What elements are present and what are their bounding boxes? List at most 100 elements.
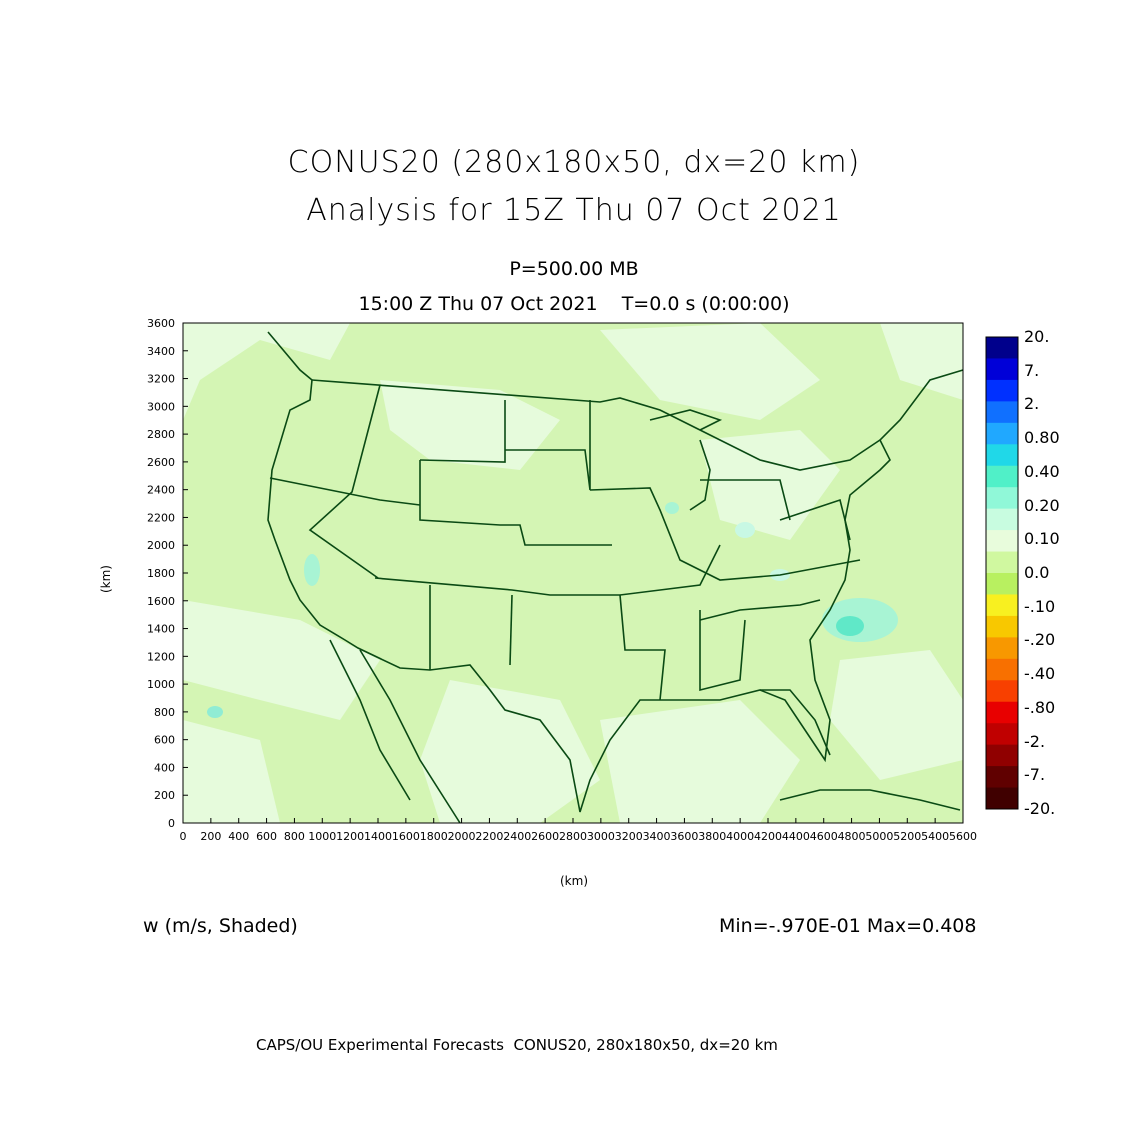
colorbar-label: -20. xyxy=(1024,799,1056,818)
florida-coast xyxy=(760,689,831,756)
field-updraft xyxy=(735,522,755,538)
state-line xyxy=(589,487,861,581)
colorbar-swatch xyxy=(986,744,1018,767)
pressure-level: P=500.00 MB xyxy=(509,258,639,280)
colorbar-label: 2. xyxy=(1024,394,1040,414)
x-tick-label: 3800 xyxy=(698,830,726,843)
x-tick-label: 800 xyxy=(284,830,305,843)
field-light-region xyxy=(183,600,380,720)
y-tick-label: 1600 xyxy=(147,595,175,608)
x-tick-label: 4200 xyxy=(754,830,782,843)
colorbar-label: -.80 xyxy=(1024,697,1056,717)
y-tick-label: 2200 xyxy=(147,511,175,524)
x-axis: 0 200 400 600 800 1000 1200 1400 1600 1800 2000 220… xyxy=(180,818,977,843)
colorbar-swatch xyxy=(986,530,1018,553)
y-tick-label: 2400 xyxy=(147,484,175,497)
colorbar-swatch xyxy=(986,787,1018,810)
field-light-region xyxy=(600,700,800,823)
min-max-label: Min=-.970E-01 Max=0.408 xyxy=(719,915,977,937)
state-line xyxy=(419,460,612,546)
colorbar-label: 0.80 xyxy=(1024,428,1060,448)
x-tick-label: 5400 xyxy=(921,830,949,843)
state-line xyxy=(505,400,591,491)
x-tick-label: 200 xyxy=(200,830,221,843)
x-tick-label: 1400 xyxy=(364,830,392,843)
colorbar-swatch xyxy=(986,358,1018,381)
x-tick-label: 3000 xyxy=(587,830,615,843)
x-tick-label: 0 xyxy=(180,830,187,843)
field-light-region xyxy=(600,323,820,420)
lake-michigan xyxy=(689,439,711,511)
state-line xyxy=(700,479,791,521)
field-light-region xyxy=(420,680,600,823)
x-tick-label: 4600 xyxy=(810,830,838,843)
colorbar-swatch xyxy=(986,551,1018,574)
x-tick-label: 2600 xyxy=(531,830,559,843)
colorbar-label: -2. xyxy=(1024,731,1046,751)
y-tick-label: 3400 xyxy=(147,345,175,358)
colorbar-swatch xyxy=(986,487,1018,510)
x-tick-label: 5000 xyxy=(865,830,893,843)
colorbar-swatch xyxy=(986,615,1018,638)
y-tick-label: 1200 xyxy=(147,650,175,663)
y-tick-label: 600 xyxy=(154,734,175,747)
y-tick-label: 2800 xyxy=(147,428,175,441)
colorbar-label: 0.40 xyxy=(1024,461,1060,481)
field-light-region xyxy=(380,380,560,470)
state-line xyxy=(699,610,746,692)
field-light-region xyxy=(830,650,963,780)
colorbar-label: 0.20 xyxy=(1024,495,1060,515)
field-light-region xyxy=(183,720,280,823)
variable-label: w (m/s, Shaded) xyxy=(143,915,298,937)
state-line xyxy=(269,477,421,506)
colorbar-swatch xyxy=(986,766,1018,789)
state-line xyxy=(509,594,513,666)
colorbar-swatch xyxy=(986,379,1018,402)
x-axis-label: (km) xyxy=(560,874,589,888)
x-tick-label: 2000 xyxy=(448,830,476,843)
state-line xyxy=(699,599,821,621)
colorbar-swatch xyxy=(986,573,1018,595)
cuba-coast xyxy=(779,789,961,811)
state-line xyxy=(419,400,506,463)
colorbar-label: -.40 xyxy=(1024,664,1056,684)
y-tick-label: 0 xyxy=(168,817,175,830)
state-line xyxy=(374,577,620,596)
state-line xyxy=(619,594,666,701)
colorbar-label: -7. xyxy=(1024,765,1046,785)
colorbar-frame xyxy=(985,336,1019,810)
x-tick-label: 2400 xyxy=(503,830,531,843)
x-tick-label: 2800 xyxy=(559,830,587,843)
x-tick-label: 3200 xyxy=(615,830,643,843)
field-updraft xyxy=(304,554,320,586)
y-tick-label: 3200 xyxy=(147,373,175,386)
chart-subtitle: Analysis for 15Z Thu 07 Oct 2021 xyxy=(306,193,842,228)
colorbar-swatch xyxy=(986,444,1018,467)
baja-coast xyxy=(329,639,411,801)
colorbar xyxy=(985,336,1019,810)
y-tick-label: 3600 xyxy=(147,317,175,330)
x-tick-label: 3600 xyxy=(670,830,698,843)
y-tick-label: 800 xyxy=(154,706,175,719)
colorbar-swatch xyxy=(986,723,1018,746)
colorbar-swatch xyxy=(986,594,1018,617)
field-updraft xyxy=(665,502,679,514)
colorbar-swatch xyxy=(986,508,1018,531)
valid-time: 15:00 Z Thu 07 Oct 2021 T=0.0 s (0:00:00… xyxy=(358,293,790,315)
colorbar-swatch xyxy=(986,658,1018,681)
y-tick-label: 1000 xyxy=(147,678,175,691)
colorbar-label: 0.10 xyxy=(1024,529,1060,549)
x-tick-label: 400 xyxy=(228,830,249,843)
x-tick-label: 600 xyxy=(256,830,277,843)
state-line xyxy=(619,544,721,596)
y-tick-label: 3000 xyxy=(147,400,175,413)
colorbar-label: -.20 xyxy=(1024,630,1056,650)
x-tick-label: 1600 xyxy=(392,830,420,843)
field-light-region xyxy=(880,323,963,400)
x-tick-label: 5600 xyxy=(949,830,977,843)
colorbar-swatch xyxy=(986,422,1018,445)
y-tick-label: 2000 xyxy=(147,539,175,552)
y-tick-label: 1400 xyxy=(147,623,175,636)
colorbar-label: 7. xyxy=(1024,360,1040,380)
x-tick-label: 1800 xyxy=(420,830,448,843)
